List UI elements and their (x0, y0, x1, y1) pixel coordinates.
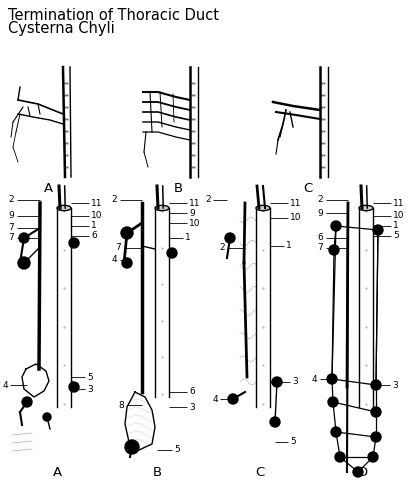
Text: 6: 6 (91, 232, 97, 240)
Text: 3: 3 (391, 380, 397, 390)
Text: D: D (357, 466, 367, 479)
Text: 8: 8 (118, 400, 124, 409)
Text: 5: 5 (87, 372, 92, 382)
Text: B: B (173, 182, 182, 195)
Text: 11: 11 (91, 198, 102, 207)
Text: 10: 10 (189, 218, 200, 228)
Text: 5: 5 (173, 446, 179, 454)
Text: 1: 1 (285, 242, 291, 250)
Text: 4: 4 (310, 374, 316, 384)
Circle shape (69, 238, 79, 248)
Text: 2: 2 (219, 244, 225, 252)
Text: 11: 11 (289, 198, 301, 207)
Text: 5: 5 (289, 438, 295, 446)
Circle shape (122, 258, 132, 268)
Text: 6: 6 (317, 234, 322, 242)
Text: 2: 2 (205, 196, 211, 204)
Text: 9: 9 (317, 208, 322, 218)
Text: 5: 5 (392, 232, 398, 240)
Circle shape (22, 397, 32, 407)
Circle shape (370, 432, 380, 442)
Polygon shape (125, 392, 155, 450)
Ellipse shape (155, 206, 169, 210)
Text: 2: 2 (8, 196, 14, 204)
Text: 2: 2 (317, 196, 322, 204)
Circle shape (328, 245, 338, 255)
Text: 3: 3 (291, 378, 297, 386)
Circle shape (326, 374, 336, 384)
Circle shape (227, 394, 237, 404)
Text: 7: 7 (115, 244, 121, 252)
Circle shape (327, 397, 337, 407)
Circle shape (225, 233, 234, 243)
Text: 4: 4 (111, 256, 117, 264)
Bar (358, 208, 372, 407)
Circle shape (330, 221, 340, 231)
Circle shape (367, 452, 377, 462)
Circle shape (166, 248, 177, 258)
Text: C: C (303, 182, 312, 195)
Circle shape (370, 407, 380, 417)
Text: 1: 1 (91, 222, 97, 230)
Text: 7: 7 (317, 244, 322, 252)
Text: C: C (255, 466, 264, 479)
Text: 10: 10 (392, 212, 404, 220)
Circle shape (372, 225, 382, 235)
Bar (155, 208, 169, 397)
Text: A: A (43, 182, 52, 195)
Text: 4: 4 (212, 394, 218, 404)
Text: 7: 7 (8, 224, 14, 232)
Circle shape (334, 452, 344, 462)
Text: 1: 1 (184, 234, 190, 242)
Text: Cysterna Chyli: Cysterna Chyli (8, 21, 115, 36)
Circle shape (18, 257, 30, 269)
Text: 9: 9 (8, 212, 14, 220)
Text: 10: 10 (289, 214, 301, 222)
Ellipse shape (57, 206, 71, 210)
Text: 3: 3 (87, 384, 92, 394)
Text: 6: 6 (189, 388, 194, 396)
Text: A: A (52, 466, 61, 479)
Circle shape (19, 233, 29, 243)
Circle shape (121, 227, 133, 239)
Circle shape (271, 377, 281, 387)
Text: 2: 2 (111, 196, 117, 204)
Text: 7: 7 (8, 234, 14, 242)
Text: 3: 3 (189, 402, 194, 411)
Text: 9: 9 (189, 208, 194, 218)
Text: 1: 1 (392, 222, 398, 230)
Circle shape (270, 417, 279, 427)
Circle shape (69, 382, 79, 392)
Circle shape (352, 467, 362, 477)
Circle shape (125, 440, 139, 454)
Text: B: B (152, 466, 161, 479)
Circle shape (330, 427, 340, 437)
Bar (57, 208, 71, 407)
Circle shape (370, 380, 380, 390)
Bar (255, 208, 270, 407)
Text: 11: 11 (392, 198, 404, 207)
Ellipse shape (358, 206, 372, 210)
Ellipse shape (255, 206, 270, 210)
Text: 4: 4 (2, 380, 8, 390)
Text: 11: 11 (189, 198, 200, 207)
Text: 10: 10 (91, 212, 102, 220)
Text: Termination of Thoracic Duct: Termination of Thoracic Duct (8, 8, 218, 23)
Circle shape (43, 413, 51, 421)
